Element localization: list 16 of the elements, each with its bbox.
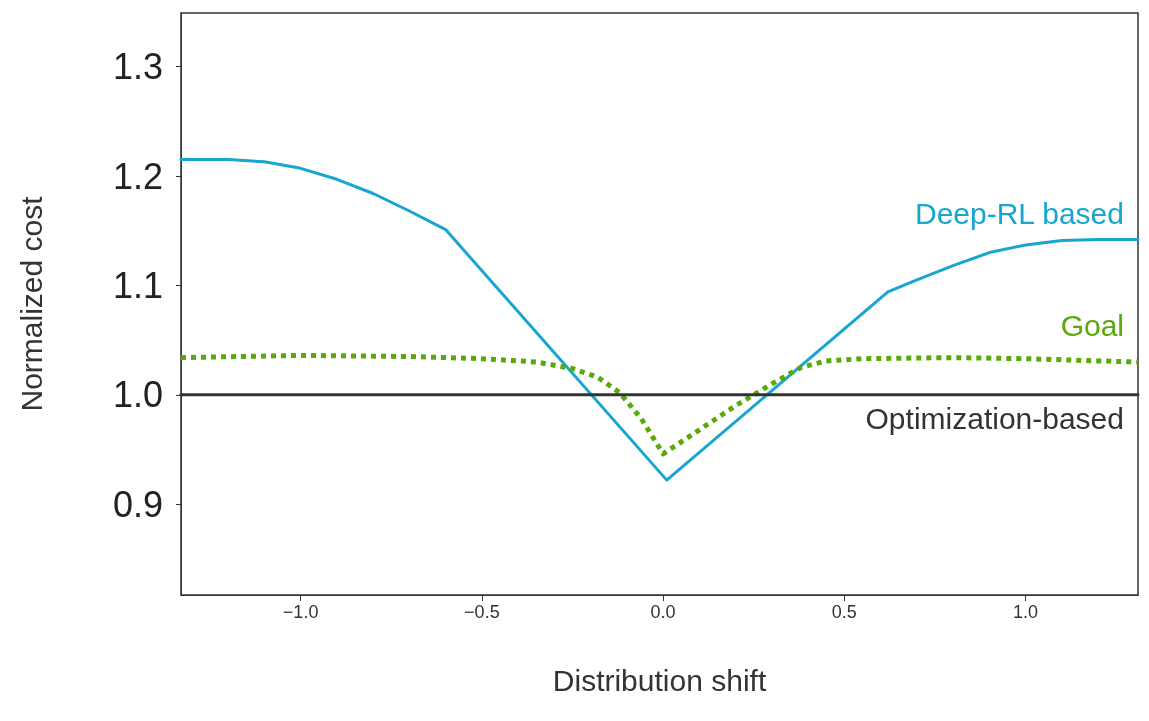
series-label: Goal [1060,309,1124,343]
line-series [179,158,1140,482]
y-tick-label: 1.1 [112,264,163,306]
series-label: Optimization-based [865,402,1124,436]
y-tick-label: 1.0 [112,374,163,416]
series-label: Deep-RL based [914,196,1124,230]
x-tick-label: −0.5 [464,602,500,622]
x-tick-label: 1.0 [1013,602,1039,622]
y-tick-label: 1.3 [112,46,163,88]
y-tick-label: 0.9 [112,483,163,525]
x-tick-label: −1.0 [282,602,319,622]
y-axis-title: Normalized cost [14,195,48,412]
x-tick-label: 0.0 [650,602,676,622]
y-tick-label: 1.2 [112,155,163,197]
x-axis-title: Distribution shift [552,663,767,697]
x-tick-label: 0.5 [831,602,857,622]
